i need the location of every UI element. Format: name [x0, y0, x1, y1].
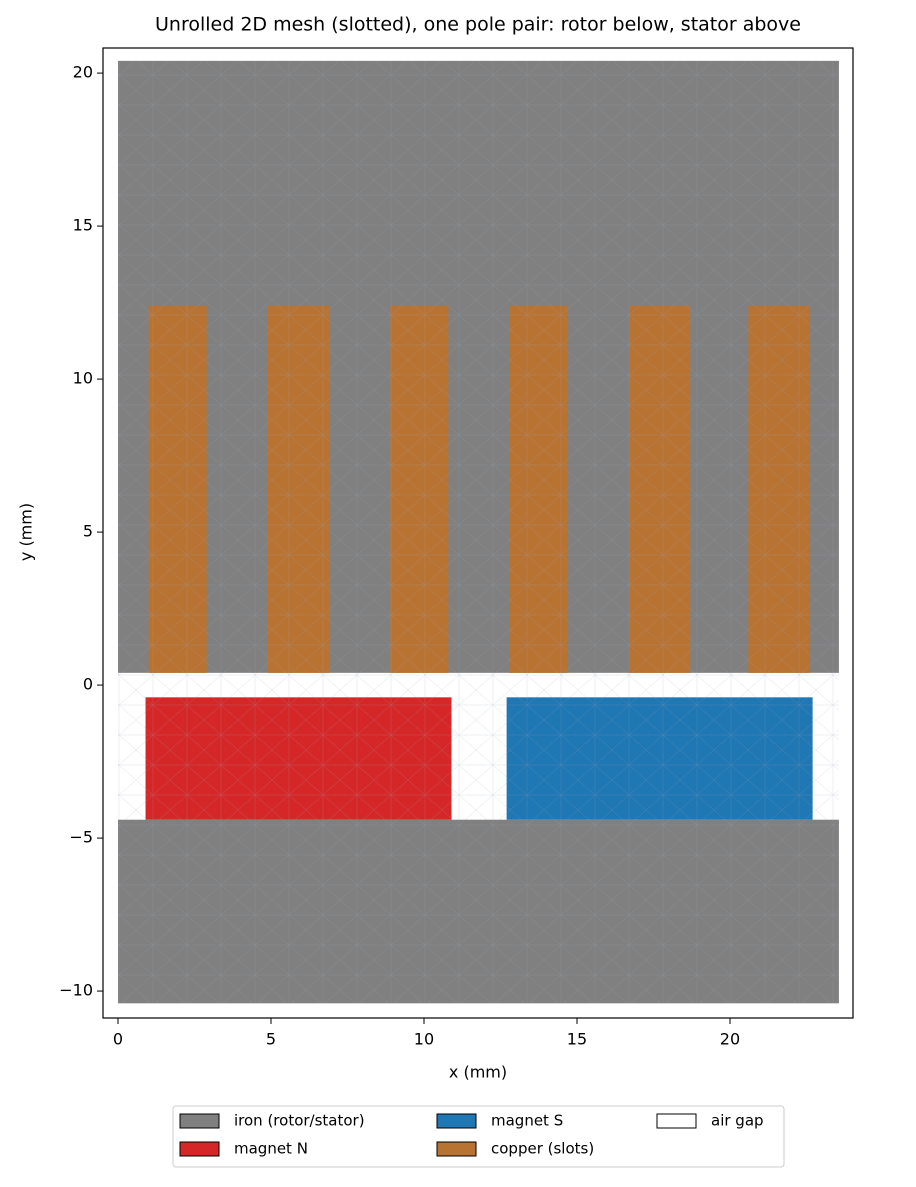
legend-swatch: [436, 1113, 477, 1129]
x-tick-label: 0: [113, 1030, 123, 1049]
legend-swatch: [179, 1141, 220, 1157]
y-axis-label: y (mm): [17, 503, 36, 561]
y-tick-label: −10: [59, 981, 93, 1000]
legend-label: air gap: [711, 1112, 764, 1130]
legend: iron (rotor/stator) magnet N magnet S coppe…: [179, 1112, 764, 1158]
x-tick-label: 20: [720, 1030, 740, 1049]
legend-label: magnet S: [491, 1112, 563, 1130]
legend-swatch: [656, 1113, 697, 1129]
y-tick-label: 5: [83, 522, 93, 541]
x-axis-label: x (mm): [449, 1063, 507, 1082]
legend-box: [172, 1105, 785, 1168]
legend-label: magnet N: [234, 1140, 308, 1158]
x-tick-label: 10: [414, 1030, 434, 1049]
legend-swatch: [179, 1113, 220, 1129]
legend-swatch: [436, 1141, 477, 1157]
y-tick-label: 10: [73, 369, 93, 388]
axes-frame: [102, 47, 854, 1019]
y-tick-label: −5: [69, 828, 93, 847]
chart-title: Unrolled 2D mesh (slotted), one pole pai…: [155, 14, 801, 36]
y-tick-label: 0: [83, 675, 93, 694]
legend-label: copper (slots): [491, 1140, 594, 1158]
mesh-overlay: [117, 60, 839, 1004]
x-tick-label: 15: [567, 1030, 587, 1049]
y-tick-label: 15: [73, 216, 93, 235]
x-tick-label: 5: [266, 1030, 276, 1049]
y-tick-label: 20: [73, 63, 93, 82]
legend-label: iron (rotor/stator): [234, 1112, 365, 1130]
